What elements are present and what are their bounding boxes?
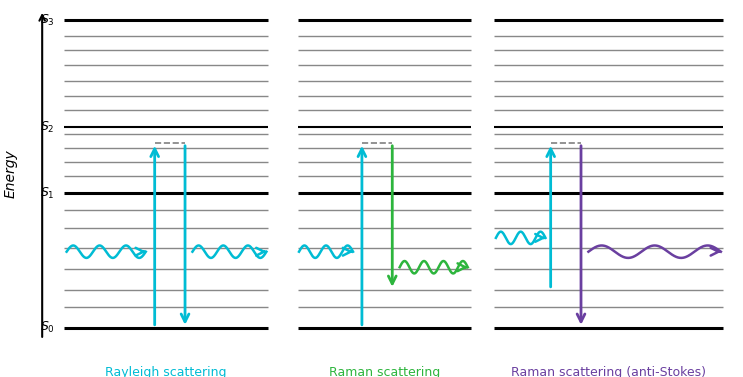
Text: $S_1$: $S_1$: [40, 185, 55, 201]
Text: $S_2$: $S_2$: [40, 120, 55, 135]
Text: Raman scattering (anti-Stokes): Raman scattering (anti-Stokes): [511, 366, 706, 377]
Text: Energy: Energy: [4, 150, 17, 198]
Text: $S_3$: $S_3$: [40, 13, 55, 28]
Text: $S_0$: $S_0$: [40, 320, 55, 335]
Text: Rayleigh scattering: Rayleigh scattering: [105, 366, 227, 377]
Text: Raman scattering: Raman scattering: [328, 366, 440, 377]
